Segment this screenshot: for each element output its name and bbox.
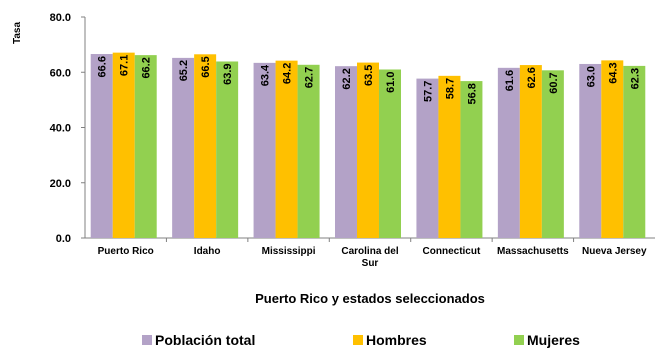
legend-swatch: [353, 335, 363, 345]
data-label: 64.2: [282, 63, 294, 84]
legend-label: Hombres: [366, 332, 427, 348]
bar: [438, 75, 461, 238]
category-label: Nueva Jersey: [582, 246, 647, 257]
bar: [519, 65, 542, 238]
bar: [172, 57, 195, 239]
legend-swatch: [142, 335, 152, 345]
bar: [134, 55, 157, 239]
data-label: 57.7: [422, 81, 434, 102]
data-label: 62.6: [526, 67, 538, 88]
data-label: 60.7: [548, 72, 560, 93]
bar: [460, 81, 483, 238]
data-label: 62.7: [304, 67, 316, 88]
category-label: Carolina del Sur: [341, 246, 398, 269]
y-tick-label: 0.0: [56, 233, 71, 245]
data-label: 63.9: [222, 63, 234, 84]
category-label: Connecticut: [423, 246, 481, 257]
bar: [194, 54, 217, 239]
category-label: Puerto Rico: [98, 246, 154, 257]
y-tick-label: 80.0: [50, 12, 71, 24]
data-label: 67.1: [119, 55, 131, 76]
data-label: 61.0: [385, 71, 397, 92]
y-axis-label: Tasa: [12, 22, 23, 44]
bar: [497, 67, 520, 238]
data-label: 63.5: [363, 65, 375, 86]
data-label: 56.8: [466, 83, 478, 104]
data-label: 66.2: [141, 57, 153, 78]
bar: [216, 61, 239, 238]
data-label: 62.3: [629, 68, 641, 89]
bar: [541, 70, 564, 238]
data-label: 63.4: [260, 64, 272, 86]
data-label: 65.2: [178, 60, 190, 81]
bar: [579, 63, 602, 239]
bar: [379, 69, 401, 238]
data-label: 63.0: [585, 66, 597, 87]
category-label: Idaho: [194, 246, 221, 257]
data-label: 62.2: [341, 68, 353, 89]
bar: [623, 65, 646, 239]
category-label: Mississippi: [262, 246, 316, 257]
data-label: 66.6: [97, 56, 109, 77]
data-label: 58.7: [444, 78, 456, 99]
bar: [416, 78, 439, 238]
legend-swatch: [514, 335, 524, 345]
y-tick-label: 20.0: [50, 178, 71, 190]
bar: [112, 52, 135, 239]
bar: [357, 62, 379, 238]
data-label: 64.3: [607, 62, 619, 83]
data-label: 66.5: [200, 56, 212, 77]
category-label: Massachusetts: [497, 246, 569, 257]
legend-label: Población total: [155, 332, 255, 348]
x-axis-title: Puerto Rico y estados seleccionados: [255, 291, 485, 306]
data-label: 61.6: [504, 70, 516, 91]
bar: [297, 64, 320, 238]
bar: [253, 62, 276, 238]
y-tick-label: 40.0: [50, 123, 71, 135]
legend-label: Mujeres: [527, 332, 580, 348]
y-tick-label: 60.0: [50, 67, 71, 79]
bar: [335, 66, 357, 238]
bar: [601, 60, 624, 239]
bar: [90, 54, 113, 238]
bar: [275, 60, 298, 239]
